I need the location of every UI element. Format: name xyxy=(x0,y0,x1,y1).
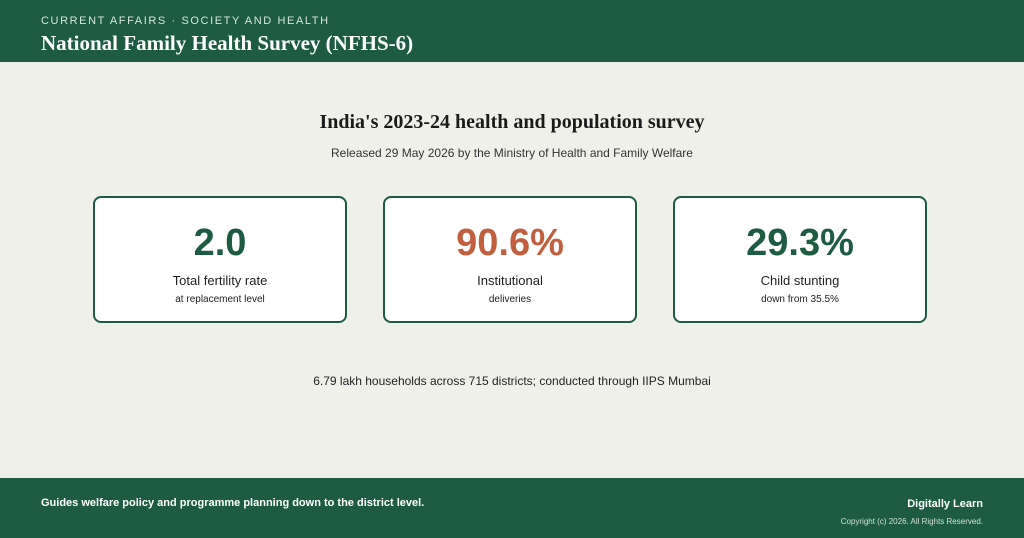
footnote: 6.79 lakh households across 715 district… xyxy=(313,374,711,388)
stat-note: at replacement level xyxy=(175,294,265,305)
stat-label: Institutional xyxy=(477,273,543,288)
page-title: National Family Health Survey (NFHS-6) xyxy=(41,31,414,55)
footer-text: Guides welfare policy and programme plan… xyxy=(41,497,425,509)
header: CURRENT AFFAIRS · SOCIETY AND HEALTH Nat… xyxy=(0,0,1024,62)
kicker: CURRENT AFFAIRS · SOCIETY AND HEALTH xyxy=(41,15,330,27)
stat-card: 2.0 Total fertility rate at replacement … xyxy=(93,196,347,323)
heading: India's 2023-24 health and population su… xyxy=(319,111,705,133)
stat-value: 29.3% xyxy=(746,222,854,264)
copyright: Copyright (c) 2026. All Rights Reserved. xyxy=(840,517,983,526)
stat-card: 90.6% Institutional deliveries xyxy=(383,196,637,323)
stat-label: Total fertility rate xyxy=(172,273,268,288)
stat-value: 2.0 xyxy=(193,222,247,264)
stat-card: 29.3% Child stunting down from 35.5% xyxy=(673,196,927,323)
stat-value: 90.6% xyxy=(456,222,564,264)
footer: Guides welfare policy and programme plan… xyxy=(0,478,1024,538)
stat-note: down from 35.5% xyxy=(761,294,839,305)
stat-note: deliveries xyxy=(488,294,532,305)
brand: Digitally Learn xyxy=(907,498,983,510)
subheading: Released 29 May 2026 by the Ministry of … xyxy=(331,146,693,160)
stat-label: Child stunting xyxy=(760,273,840,288)
